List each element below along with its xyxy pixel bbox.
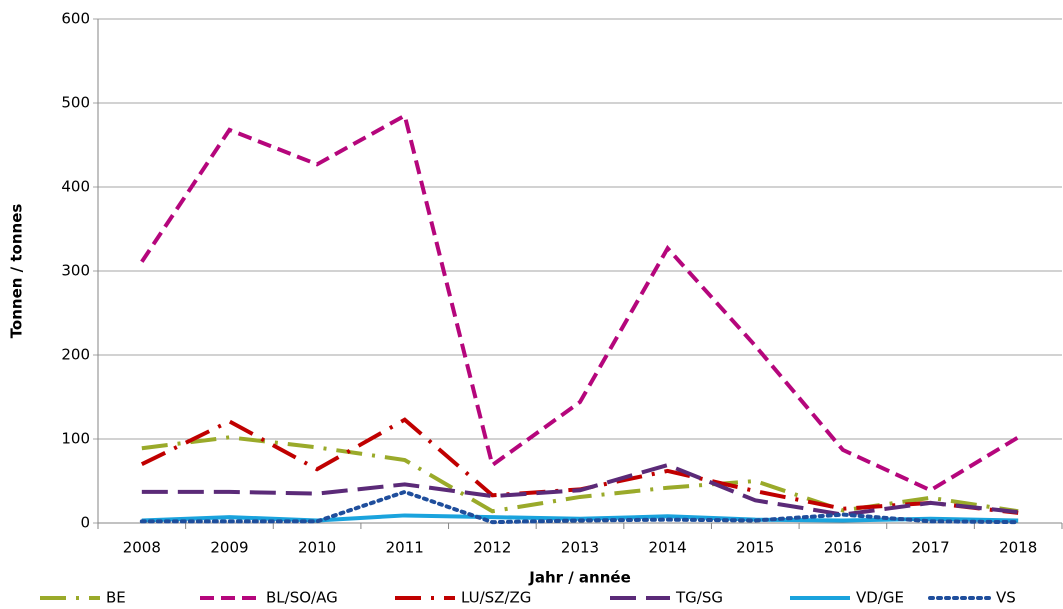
y-tick-label: 100 [61, 430, 90, 448]
y-tick-label: 0 [80, 514, 90, 532]
series-line [139, 489, 1021, 525]
y-tick-label: 200 [61, 346, 90, 364]
legend-label: TG/SG [675, 589, 723, 607]
y-axis-label: Tonnen / tonnes [8, 204, 26, 339]
x-tick-label: 2015 [736, 539, 774, 557]
x-tick-label: 2009 [210, 539, 248, 557]
x-tick-label: 2008 [123, 539, 161, 557]
x-tick-label: 2017 [911, 539, 949, 557]
x-tick-label: 2010 [298, 539, 336, 557]
series-line [141, 435, 1019, 514]
y-tick-label: 300 [61, 262, 90, 280]
x-tick-label: 2012 [473, 539, 511, 557]
y-tick-label: 400 [61, 178, 90, 196]
legend-label: LU/SZ/ZG [461, 589, 531, 607]
legend-label: BE [106, 589, 126, 607]
y-tick-label: 600 [61, 10, 90, 28]
x-tick-label: 2018 [999, 539, 1037, 557]
y-tick-label: 500 [61, 94, 90, 112]
legend-label: BL/SO/AG [266, 589, 338, 607]
x-tick-label: 2013 [561, 539, 599, 557]
x-tick-label: 2014 [649, 539, 687, 557]
legend-label: VS [996, 589, 1016, 607]
legend-label: VD/GE [856, 589, 904, 607]
x-axis-label: Jahr / année [528, 569, 631, 587]
series-line [141, 462, 1019, 517]
x-tick-label: 2011 [386, 539, 424, 557]
x-tick-label: 2016 [824, 539, 862, 557]
series-line [140, 112, 1020, 493]
